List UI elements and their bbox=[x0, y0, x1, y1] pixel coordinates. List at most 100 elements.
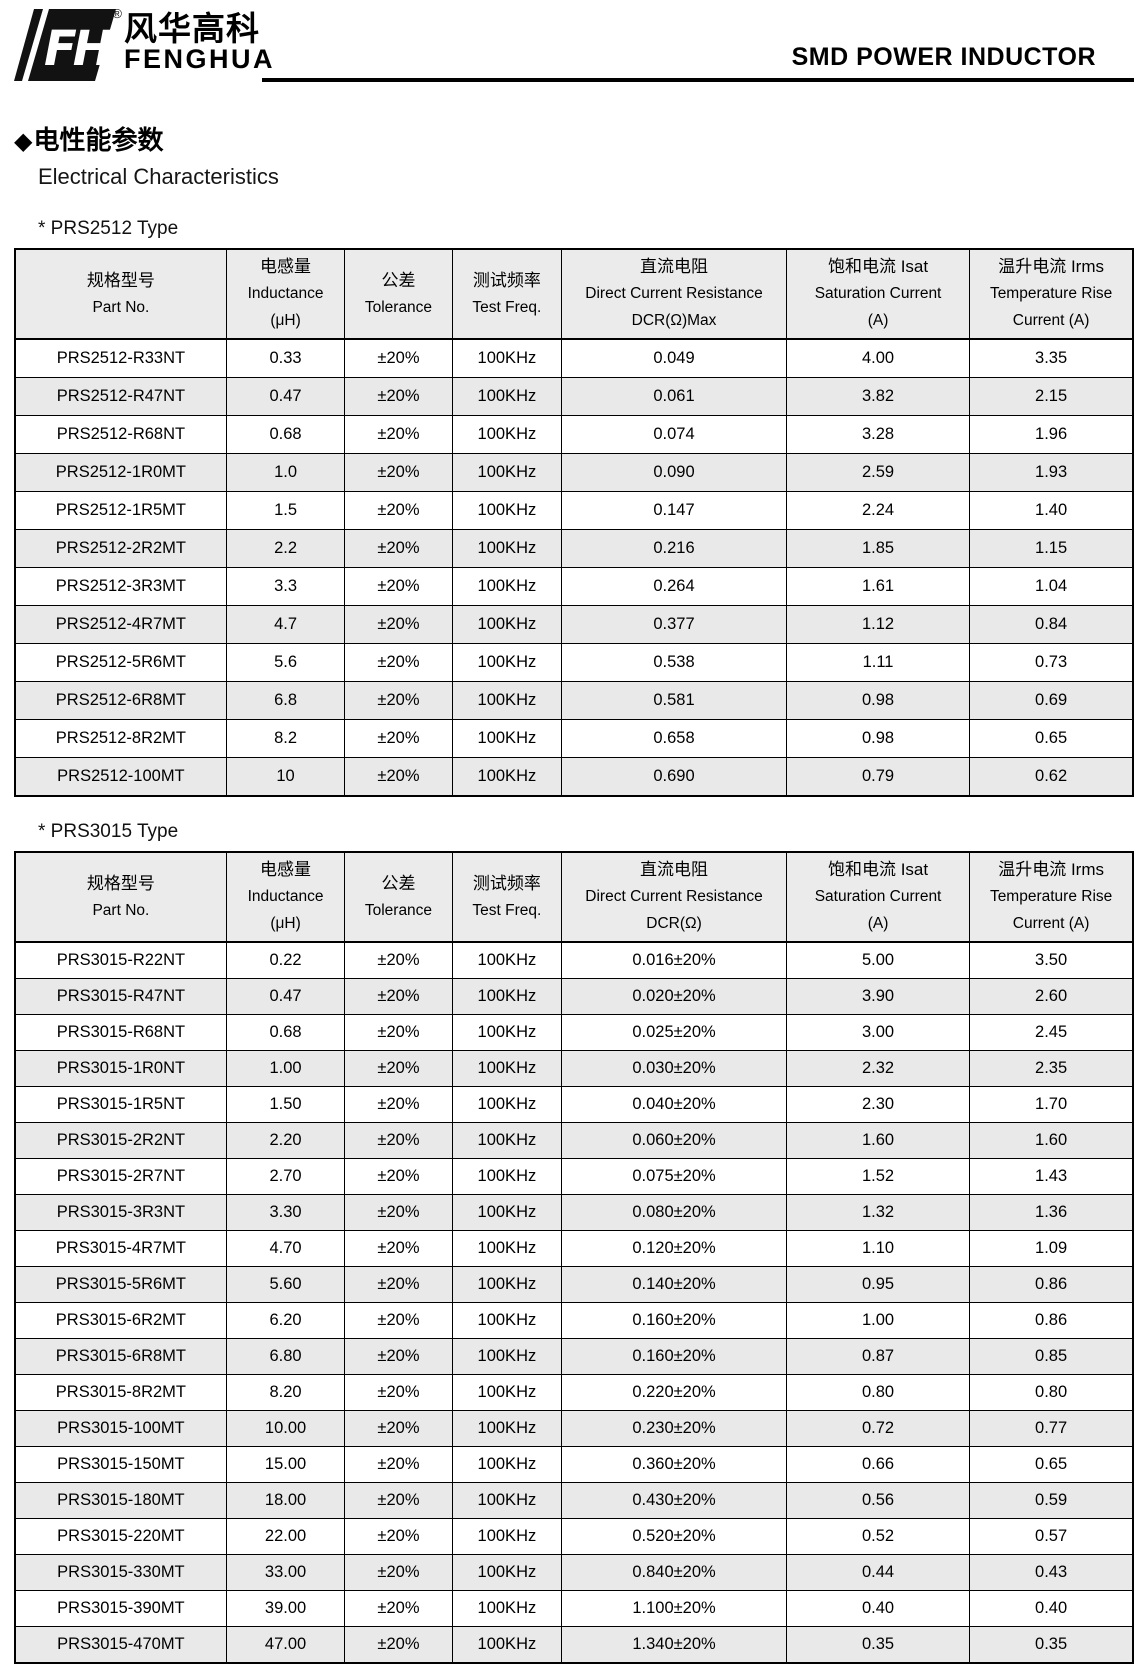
value-cell: 0.520±20% bbox=[561, 1517, 787, 1555]
value-cell: 0.230±20% bbox=[561, 1409, 787, 1447]
value-cell: 0.35 bbox=[785, 1625, 971, 1664]
value-cell: 3.30 bbox=[225, 1193, 346, 1231]
value-cell: ±20% bbox=[344, 604, 453, 644]
value-cell: 0.061 bbox=[561, 376, 787, 416]
value-cell: 2.70 bbox=[225, 1157, 346, 1195]
fenghua-logo-icon: FH bbox=[14, 9, 117, 81]
value-cell: ±20% bbox=[344, 941, 453, 979]
value-cell: 0.016±20% bbox=[561, 941, 787, 979]
part-no-cell: PRS3015-8R2MT bbox=[14, 1373, 227, 1411]
value-cell: ±20% bbox=[344, 1553, 453, 1591]
part-no-cell: PRS2512-R33NT bbox=[14, 338, 227, 378]
value-cell: 1.96 bbox=[969, 414, 1134, 454]
part-no-cell: PRS3015-220MT bbox=[14, 1517, 227, 1555]
value-cell: 2.45 bbox=[969, 1013, 1134, 1051]
value-cell: 0.52 bbox=[785, 1517, 971, 1555]
value-cell: 10 bbox=[225, 756, 346, 797]
value-cell: ±20% bbox=[344, 490, 453, 530]
value-cell: ±20% bbox=[344, 1013, 453, 1051]
value-cell: 15.00 bbox=[225, 1445, 346, 1483]
value-cell: 100KHz bbox=[451, 680, 563, 720]
value-cell: 100KHz bbox=[451, 1409, 563, 1447]
value-cell: ±20% bbox=[344, 1481, 453, 1519]
value-cell: ±20% bbox=[344, 1193, 453, 1231]
part-no-cell: PRS2512-5R6MT bbox=[14, 642, 227, 682]
value-cell: 0.147 bbox=[561, 490, 787, 530]
value-cell: 100KHz bbox=[451, 1049, 563, 1087]
part-no-cell: PRS2512-R68NT bbox=[14, 414, 227, 454]
value-cell: ±20% bbox=[344, 528, 453, 568]
part-no-cell: PRS2512-R47NT bbox=[14, 376, 227, 416]
value-cell: ±20% bbox=[344, 1157, 453, 1195]
value-cell: 0.690 bbox=[561, 756, 787, 797]
value-cell: 0.47 bbox=[225, 977, 346, 1015]
value-cell: 6.20 bbox=[225, 1301, 346, 1339]
fenghua-logo: FH ® bbox=[14, 6, 122, 82]
value-cell: 10.00 bbox=[225, 1409, 346, 1447]
column-header: 饱和电流 Isat Saturation Current (A) bbox=[785, 851, 971, 943]
part-no-cell: PRS3015-150MT bbox=[14, 1445, 227, 1483]
part-no-cell: PRS2512-1R5MT bbox=[14, 490, 227, 530]
value-cell: 100KHz bbox=[451, 604, 563, 644]
section-title-cn: 电性能参数 bbox=[33, 125, 164, 155]
part-no-cell: PRS3015-6R2MT bbox=[14, 1301, 227, 1339]
table-row: PRS3015-R22NT 0.22 ±20% 100KHz 0.016±20% 5.00… bbox=[14, 941, 1134, 979]
table-row: PRS3015-470MT 47.00 ±20% 100KHz 1.340±20% 0.3… bbox=[14, 1625, 1134, 1664]
column-header: 直流电阻 Direct Current Resistance DCR(Ω)Max bbox=[561, 248, 787, 340]
value-cell: 8.20 bbox=[225, 1373, 346, 1411]
table-row: PRS2512-R68NT 0.68 ±20% 100KHz 0.074 3.28 1.96 bbox=[14, 414, 1134, 454]
value-cell: ±20% bbox=[344, 1121, 453, 1159]
value-cell: 0.87 bbox=[785, 1337, 971, 1375]
value-cell: 0.56 bbox=[785, 1481, 971, 1519]
registered-mark: ® bbox=[112, 6, 122, 21]
value-cell: 100KHz bbox=[451, 1553, 563, 1591]
value-cell: 0.040±20% bbox=[561, 1085, 787, 1123]
value-cell: 0.44 bbox=[785, 1553, 971, 1591]
value-cell: 3.50 bbox=[969, 941, 1134, 979]
value-cell: 1.50 bbox=[225, 1085, 346, 1123]
value-cell: 33.00 bbox=[225, 1553, 346, 1591]
value-cell: ±20% bbox=[344, 1265, 453, 1303]
value-cell: 0.430±20% bbox=[561, 1481, 787, 1519]
value-cell: 1.0 bbox=[225, 452, 346, 492]
part-no-cell: PRS3015-1R5NT bbox=[14, 1085, 227, 1123]
column-header: 公差 Tolerance bbox=[344, 851, 453, 943]
value-cell: 0.35 bbox=[969, 1625, 1134, 1664]
value-cell: 0.72 bbox=[785, 1409, 971, 1447]
table-row: PRS2512-8R2MT 8.2 ±20% 100KHz 0.658 0.98 0.65 bbox=[14, 718, 1134, 758]
value-cell: 0.060±20% bbox=[561, 1121, 787, 1159]
part-no-cell: PRS2512-100MT bbox=[14, 756, 227, 797]
value-cell: 0.62 bbox=[969, 756, 1134, 797]
value-cell: 100KHz bbox=[451, 1085, 563, 1123]
table-row: PRS3015-2R7NT 2.70 ±20% 100KHz 0.075±20% 1.52… bbox=[14, 1157, 1134, 1195]
value-cell: ±20% bbox=[344, 1625, 453, 1664]
value-cell: 0.98 bbox=[785, 680, 971, 720]
table-header-row: 规格型号 Part No. 电感量 Inductance (μH) 公差 Tolerance… bbox=[14, 851, 1134, 943]
value-cell: 100KHz bbox=[451, 1229, 563, 1267]
value-cell: 1.70 bbox=[969, 1085, 1134, 1123]
value-cell: 100KHz bbox=[451, 941, 563, 979]
table-row: PRS3015-150MT 15.00 ±20% 100KHz 0.360±20% 0.6… bbox=[14, 1445, 1134, 1483]
brand-name-cn: 风华高科 bbox=[124, 10, 260, 47]
table-row: PRS2512-1R0MT 1.0 ±20% 100KHz 0.090 2.59 1.93 bbox=[14, 452, 1134, 492]
value-cell: 1.15 bbox=[969, 528, 1134, 568]
value-cell: 1.93 bbox=[969, 452, 1134, 492]
value-cell: 100KHz bbox=[451, 642, 563, 682]
value-cell: 100KHz bbox=[451, 490, 563, 530]
value-cell: 8.2 bbox=[225, 718, 346, 758]
table-row: PRS3015-180MT 18.00 ±20% 100KHz 0.430±20% 0.5… bbox=[14, 1481, 1134, 1519]
value-cell: 39.00 bbox=[225, 1589, 346, 1627]
value-cell: 1.40 bbox=[969, 490, 1134, 530]
value-cell: 0.020±20% bbox=[561, 977, 787, 1015]
value-cell: 0.840±20% bbox=[561, 1553, 787, 1591]
value-cell: ±20% bbox=[344, 1373, 453, 1411]
value-cell: 2.60 bbox=[969, 977, 1134, 1015]
value-cell: 1.85 bbox=[785, 528, 971, 568]
table-row: PRS2512-4R7MT 4.7 ±20% 100KHz 0.377 1.12 0.84 bbox=[14, 604, 1134, 644]
value-cell: 1.52 bbox=[785, 1157, 971, 1195]
value-cell: 100KHz bbox=[451, 1301, 563, 1339]
value-cell: 0.22 bbox=[225, 941, 346, 979]
value-cell: 0.69 bbox=[969, 680, 1134, 720]
value-cell: 0.40 bbox=[785, 1589, 971, 1627]
